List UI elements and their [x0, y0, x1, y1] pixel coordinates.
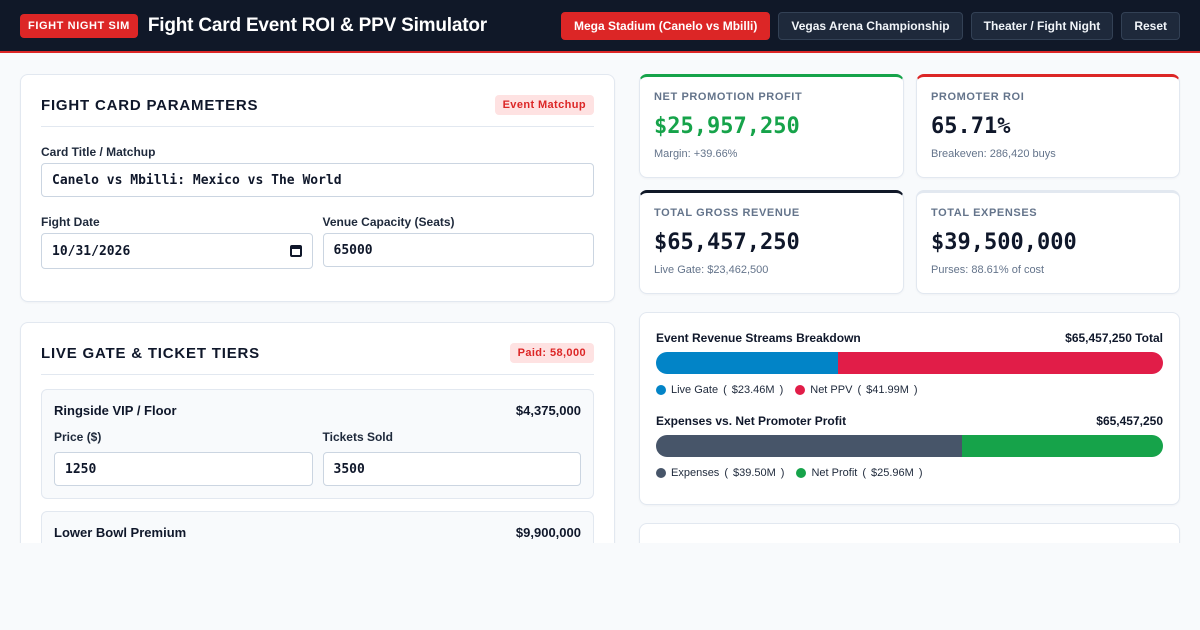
tier-sold-label: Tickets Sold	[322, 430, 393, 444]
legend-name: Net Profit	[811, 467, 858, 479]
legend-item: Net Profit ($25.96M)	[796, 467, 922, 479]
bar-segment-net-ppv	[837, 352, 1163, 374]
profit-legend: Expenses ($39.50M) Net Profit ($25.96M)	[656, 467, 1163, 479]
bar-segment-expenses	[656, 435, 962, 457]
preset-theater-button[interactable]: Theater / Fight Night	[970, 11, 1114, 40]
parameters-heading: FIGHT CARD PARAMETERS	[41, 97, 259, 114]
fight-card-parameters-panel: FIGHT CARD PARAMETERS Event Matchup Card…	[20, 74, 615, 302]
legend-dot-icon	[795, 385, 806, 395]
profit-stacked-bar	[656, 435, 1163, 457]
profit-breakdown-header: Expenses vs. Net Promoter Profit $65,457…	[656, 414, 1163, 428]
kpi-sub: Margin: +39.66%	[654, 148, 738, 160]
legend-item: Net PPV ($41.99M)	[795, 384, 918, 396]
app-title: Fight Card Event ROI & PPV Simulator	[147, 14, 487, 36]
tier-sold-input[interactable]: 3500	[322, 452, 581, 486]
live-gate-heading: LIVE GATE & TICKET TIERS	[41, 345, 260, 362]
tier-name: Ringside VIP / Floor	[54, 403, 177, 418]
tier-name: Lower Bowl Premium	[54, 525, 187, 540]
app-header: FIGHT NIGHT SIM Fight Card Event ROI & P…	[0, 0, 1200, 53]
kpi-label: PROMOTER ROI	[931, 91, 1025, 103]
kpi-sub: Purses: 88.61% of cost	[931, 264, 1045, 276]
legend-name: Live Gate	[671, 384, 719, 396]
kpi-value: 65.71%	[931, 114, 1011, 139]
profit-breakdown-total: $65,457,250	[1096, 414, 1163, 428]
bar-segment-net-profit	[961, 435, 1163, 457]
event-matchup-badge: Event Matchup	[494, 95, 594, 115]
legend-dot-icon	[656, 468, 666, 478]
tier-total: $4,375,000	[515, 403, 581, 418]
promoter-roi-card: PROMOTER ROI 65.71% Breakeven: 286,420 b…	[916, 74, 1180, 178]
fight-date-value: 10/31/2026	[52, 243, 131, 259]
kpi-sub: Breakeven: 286,420 buys	[931, 148, 1056, 160]
tier-price-label: Price ($)	[54, 430, 102, 444]
kpi-label: TOTAL EXPENSES	[931, 207, 1038, 219]
tier-price-input[interactable]: 1250	[54, 452, 313, 486]
kpi-label: TOTAL GROSS REVENUE	[654, 207, 800, 219]
legend-dot-icon	[796, 468, 807, 478]
net-profit-card: NET PROMOTION PROFIT $25,957,250 Margin:…	[639, 74, 904, 178]
legend-item: Expenses ($39.50M)	[656, 467, 784, 479]
legend-item: Live Gate ($23.46M)	[656, 384, 783, 396]
legend-name: Expenses	[671, 467, 720, 479]
breakdown-panel: Event Revenue Streams Breakdown $65,457,…	[639, 312, 1180, 505]
brand-badge: FIGHT NIGHT SIM	[20, 13, 138, 38]
legend-amount: $41.99M	[866, 384, 909, 396]
kpi-label: NET PROMOTION PROFIT	[654, 91, 803, 103]
parameters-header: FIGHT CARD PARAMETERS Event Matchup	[41, 95, 594, 127]
revenue-breakdown-total: $65,457,250 Total	[1065, 331, 1163, 345]
profit-breakdown-title: Expenses vs. Net Promoter Profit	[656, 414, 847, 428]
revenue-legend: Live Gate ($23.46M) Net PPV ($41.99M)	[656, 384, 1163, 396]
reset-button[interactable]: Reset	[1121, 11, 1180, 40]
legend-name: Net PPV	[810, 384, 853, 396]
fight-date-label: Fight Date	[41, 215, 100, 229]
card-title-label: Card Title / Matchup	[41, 145, 156, 159]
legend-dot-icon	[656, 385, 666, 395]
card-title-group: Card Title / Matchup Canelo vs Mbilli: M…	[41, 145, 594, 197]
kpi-sub: Live Gate: $23,462,500	[654, 264, 769, 276]
legend-amount: $39.50M	[732, 467, 776, 479]
revenue-breakdown-header: Event Revenue Streams Breakdown $65,457,…	[656, 331, 1163, 345]
fight-date-input[interactable]: 10/31/2026	[41, 233, 313, 269]
revenue-breakdown-title: Event Revenue Streams Breakdown	[656, 331, 861, 345]
viewport-fold	[0, 543, 1200, 630]
tier-total: $9,900,000	[515, 525, 581, 540]
kpi-value: $65,457,250	[654, 230, 800, 255]
venue-capacity-input[interactable]: 65000	[322, 233, 594, 267]
legend-amount: $25.96M	[871, 467, 914, 479]
card-title-input[interactable]: Canelo vs Mbilli: Mexico vs The World	[41, 163, 594, 197]
bar-segment-live-gate	[656, 352, 838, 374]
venue-capacity-label: Venue Capacity (Seats)	[322, 215, 455, 229]
ticket-tier: Ringside VIP / Floor $4,375,000 Price ($…	[41, 389, 594, 499]
preset-buttons: Mega Stadium (Canelo vs Mbilli) Vegas Ar…	[561, 11, 1180, 40]
kpi-value: $25,957,250	[654, 114, 800, 139]
revenue-stacked-bar	[656, 352, 1163, 374]
legend-amount: $23.46M	[731, 384, 775, 396]
total-expenses-card: TOTAL EXPENSES $39,500,000 Purses: 88.61…	[916, 190, 1180, 294]
preset-vegas-arena-button[interactable]: Vegas Arena Championship	[778, 11, 963, 40]
preset-mega-stadium-button[interactable]: Mega Stadium (Canelo vs Mbilli)	[561, 11, 771, 40]
gross-revenue-card: TOTAL GROSS REVENUE $65,457,250 Live Gat…	[639, 190, 904, 294]
live-gate-header: LIVE GATE & TICKET TIERS Paid: 58,000	[41, 343, 594, 375]
kpi-value: $39,500,000	[931, 230, 1077, 255]
paid-count-badge: Paid: 58,000	[509, 343, 594, 363]
calendar-icon[interactable]	[289, 245, 302, 257]
date-capacity-row: Fight Date 10/31/2026 Venue Capacity (Se…	[41, 215, 594, 269]
